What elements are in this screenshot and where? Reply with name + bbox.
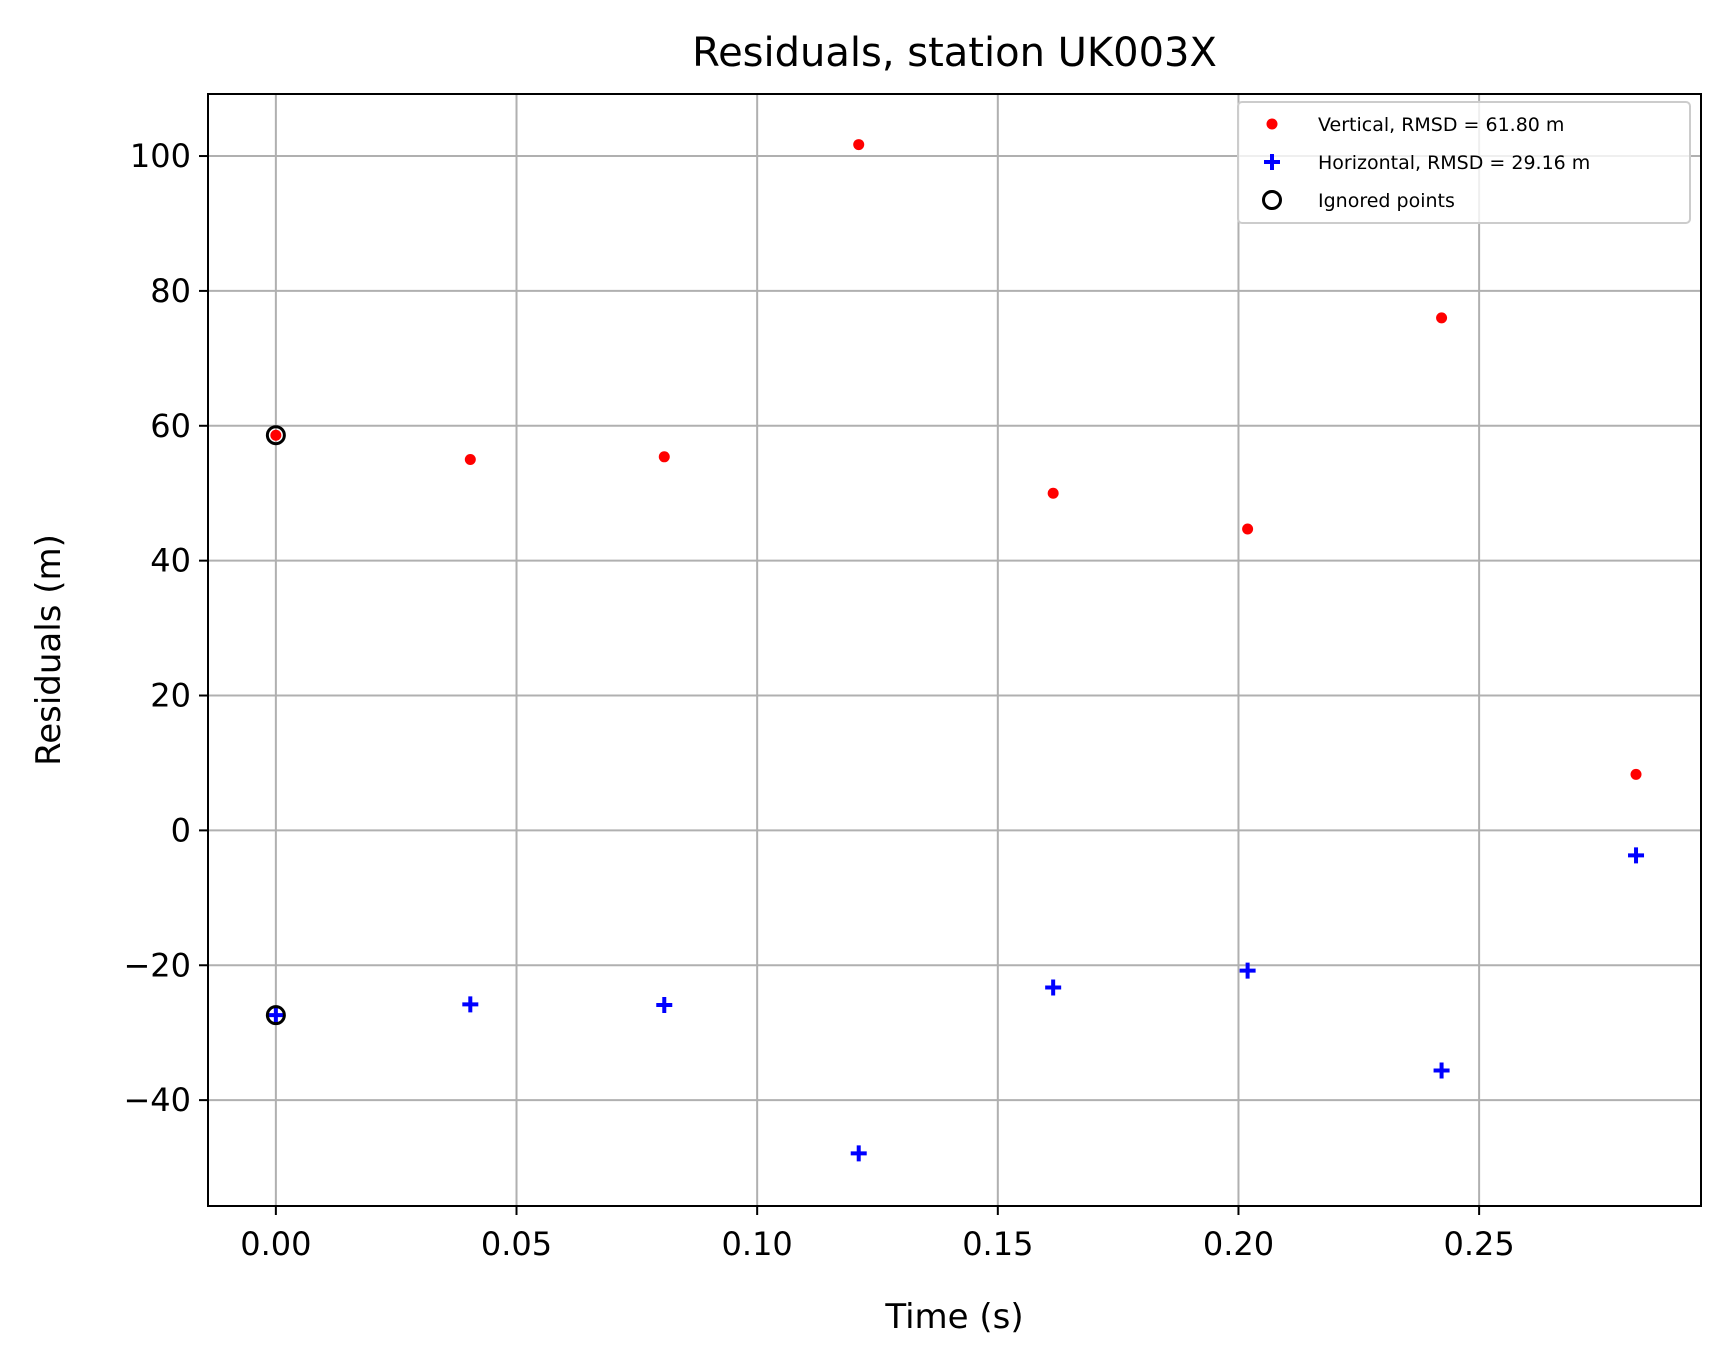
y-tick-label: 0	[171, 811, 191, 849]
horizontal-point	[267, 1007, 284, 1024]
horizontal-point	[462, 996, 479, 1013]
vertical-point	[1630, 768, 1642, 780]
ignored-points-point	[265, 425, 286, 446]
vertical-point	[270, 429, 282, 441]
vertical-point	[658, 451, 670, 463]
legend-label-ignored-points: Ignored points	[1318, 190, 1455, 212]
x-tick-label: 0.05	[481, 1225, 552, 1263]
legend-label-horizontal: Horizontal, RMSD = 29.16 m	[1318, 152, 1590, 174]
legend-marker-vertical	[1266, 118, 1278, 130]
y-tick-label: 40	[150, 542, 191, 580]
y-tick-label: 20	[150, 677, 191, 715]
y-tick-label: −40	[123, 1081, 191, 1119]
vertical-point	[1047, 487, 1059, 499]
horizontal-point	[656, 997, 673, 1014]
vertical-point	[464, 453, 476, 465]
y-axis-title: Residuals (m)	[29, 534, 69, 766]
grid-lines	[208, 94, 1701, 1206]
horizontal-point	[1239, 962, 1256, 979]
chart-title: Residuals, station UK003X	[692, 30, 1217, 76]
y-tick-label: 80	[150, 272, 191, 310]
y-tick-label: −20	[123, 946, 191, 984]
ignored-points-point	[265, 1005, 286, 1026]
horizontal-point	[1433, 1062, 1450, 1079]
plot-frame	[207, 93, 1702, 1207]
y-tick-label: 100	[130, 137, 191, 175]
x-tick-label: 0.20	[1203, 1225, 1274, 1263]
x-tick-label: 0.10	[722, 1225, 793, 1263]
horizontal-point	[1628, 847, 1645, 864]
plot-area	[208, 94, 1701, 1206]
horizontal-point	[1045, 979, 1062, 996]
legend-label-vertical: Vertical, RMSD = 61.80 m	[1318, 114, 1564, 136]
legend-frame	[1237, 101, 1691, 224]
legend-marker-horizontal	[1264, 154, 1280, 170]
data-marks	[265, 139, 1645, 1162]
horizontal-point	[850, 1145, 867, 1162]
vertical-point	[1242, 523, 1254, 535]
x-tick-label: 0.15	[962, 1225, 1033, 1263]
vertical-point	[853, 139, 865, 151]
y-tick-label: 60	[150, 407, 191, 445]
axis-ticks: 0.00 0.05 0.10 0.15 0.20 0.25 −40 −20 0 20 40 60 80 1…	[123, 137, 1514, 1263]
x-tick-label: 0.25	[1443, 1225, 1514, 1263]
vertical-point	[1436, 312, 1448, 324]
x-tick-label: 0.00	[240, 1225, 311, 1263]
x-axis-title: Time (s)	[884, 1297, 1023, 1337]
legend: Vertical, RMSD = 61.80 m Horizontal, RMSD…	[1237, 101, 1691, 224]
legend-marker-ignored-points	[1262, 190, 1282, 210]
